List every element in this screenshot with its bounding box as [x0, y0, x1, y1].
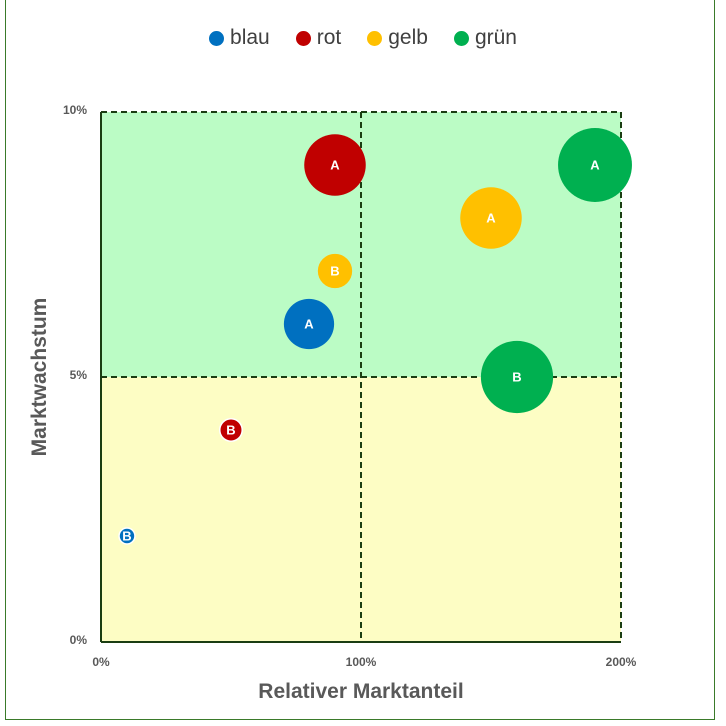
legend-marker: [367, 30, 383, 46]
y-tick-label: 0%: [70, 633, 88, 647]
y-tick-label: 10%: [63, 103, 87, 117]
bubble-gelb-A: [460, 187, 522, 249]
bubble-label-blau-A: A: [304, 317, 314, 332]
legend-item-blau: blau: [209, 26, 270, 50]
legend-item-rot: rot: [295, 26, 342, 50]
legend-label: grün: [474, 26, 517, 49]
bubble-label-rot-B: B: [226, 423, 235, 438]
bubble-grün-A: [558, 128, 632, 202]
y-axis-title: Marktwachstum: [28, 298, 51, 457]
bubble-blau-A: [283, 298, 335, 350]
x-tick-label: 200%: [606, 655, 637, 669]
bubble-label-gelb-B: B: [330, 264, 339, 279]
bubble-label-rot-A: A: [330, 158, 340, 173]
bubble-rot-B: [219, 418, 243, 442]
bubble-label-gelb-A: A: [486, 211, 496, 226]
legend-marker: [209, 30, 225, 46]
bubble-label-grün-A: A: [590, 158, 600, 173]
chart-frame: [5, 0, 715, 720]
bubble-blau-B: [118, 527, 136, 545]
x-tick-label: 0%: [92, 655, 110, 669]
bubble-label-blau-B: B: [122, 529, 131, 544]
x-axis-title: Relativer Marktanteil: [258, 680, 463, 703]
bubble-rot-A: [304, 134, 366, 196]
legend-marker: [295, 30, 311, 46]
bubble-label-grün-B: B: [512, 370, 521, 385]
legend-label: rot: [316, 26, 342, 49]
legend: blau rot gelb grün: [0, 26, 726, 50]
bubble-gelb-B: [317, 253, 353, 289]
legend-item-gelb: gelb: [367, 26, 428, 50]
legend-item-grün: grün: [453, 26, 517, 50]
y-tick-label: 5%: [70, 368, 88, 382]
legend-marker: [453, 30, 469, 46]
bubble-grün-B: [480, 340, 554, 414]
x-tick-label: 100%: [346, 655, 377, 669]
legend-label: blau: [230, 26, 270, 49]
legend-label: gelb: [388, 26, 428, 49]
